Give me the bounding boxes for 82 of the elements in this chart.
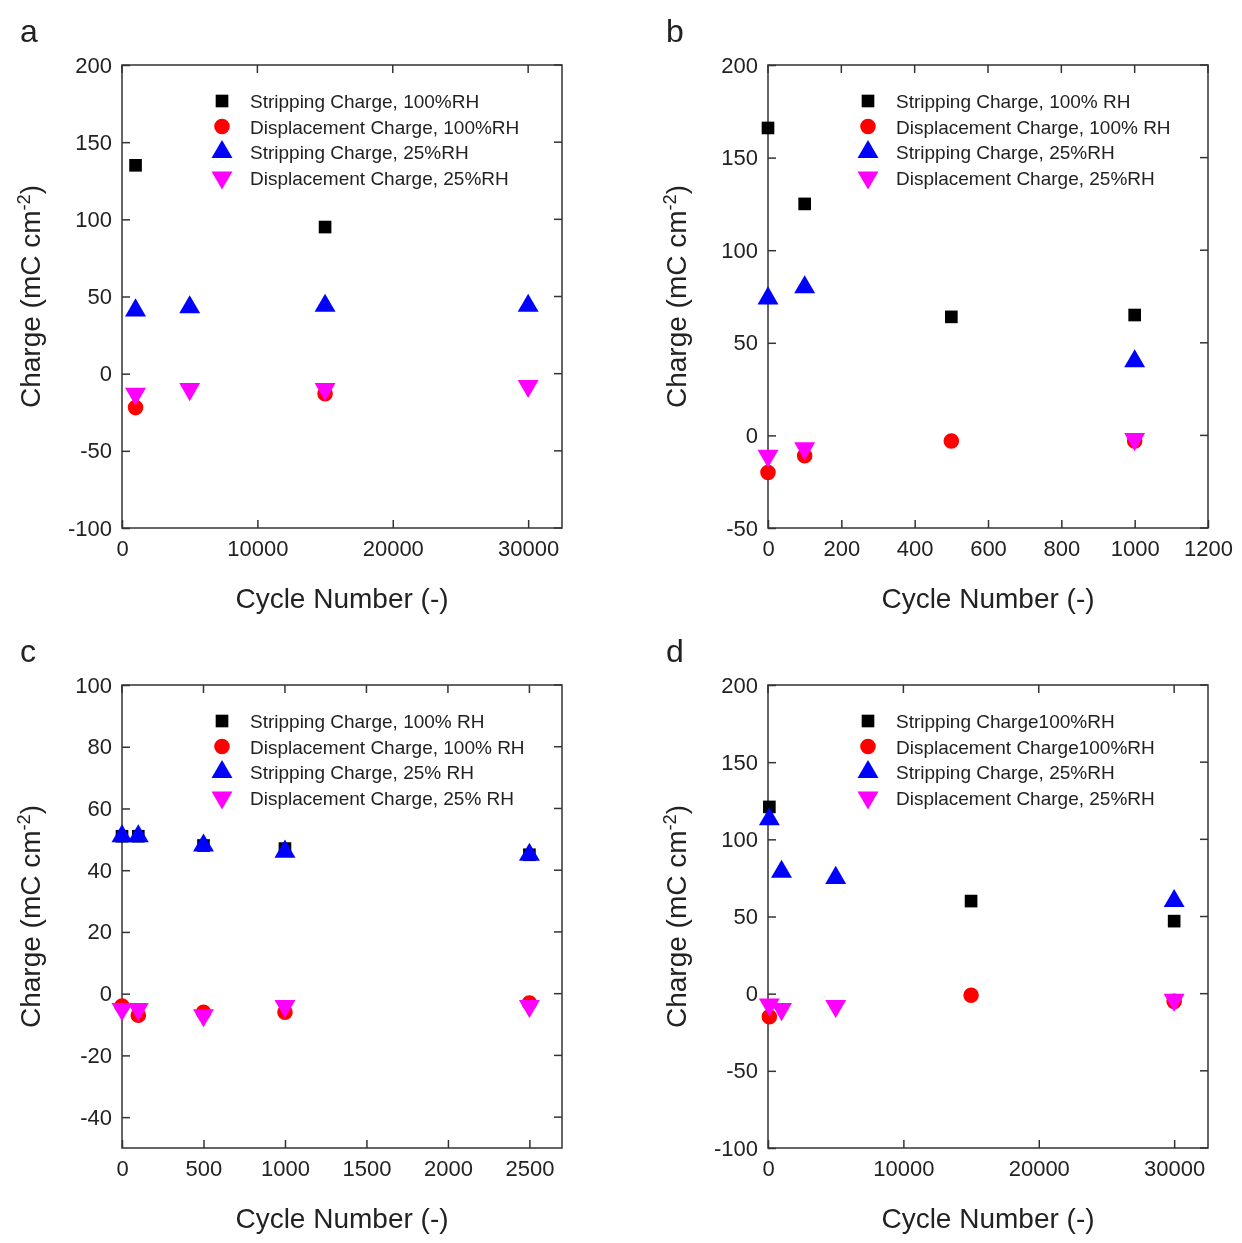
text: d: [666, 633, 684, 669]
legend-label: Stripping Charge, 25% RH: [250, 762, 474, 783]
x-tick-label: 20000: [1008, 1155, 1070, 1181]
legend-label: Displacement Charge, 25%RH: [896, 787, 1155, 809]
point: [193, 833, 214, 852]
x-tick-label: 1200: [1184, 535, 1233, 561]
x-tick-label: 30000: [498, 535, 560, 561]
x-tick-label: 0: [116, 535, 129, 561]
x-tick-label: 0: [762, 535, 775, 561]
legend-label: Displacement Charge100%RH: [896, 736, 1155, 758]
x-tick-label: 0: [116, 1155, 129, 1181]
x-tick-label: 10000: [227, 535, 289, 561]
legend-label: Stripping Charge, 25%RH: [250, 142, 469, 163]
legend-label: Stripping Charge, 25%RH: [896, 762, 1115, 783]
text: a: [20, 13, 38, 49]
legend-label: Stripping Charge, 100% RH: [896, 91, 1131, 112]
x-tick-label: 2000: [423, 1155, 473, 1181]
legend-label: Displacement Charge, 100%RH: [250, 116, 520, 138]
legend-label: Stripping Charge100%RH: [896, 711, 1115, 732]
y-tick-label: -100: [713, 1135, 758, 1161]
y-tick-label: -50: [726, 1058, 758, 1084]
x-tick-label: 30000: [1144, 1155, 1206, 1181]
legend-label: Stripping Charge, 100% RH: [250, 711, 485, 732]
y-tick-label: 200: [721, 52, 758, 78]
legend-label: Stripping Charge, 100%RH: [250, 91, 480, 112]
y-tick-label: 150: [75, 129, 112, 155]
text: b: [666, 13, 684, 49]
x-tick-label: 1500: [342, 1155, 392, 1181]
x-axis-title: Cycle Number (-): [881, 583, 1095, 614]
text: c: [20, 633, 36, 669]
y-tick-label: 100: [721, 237, 758, 263]
x-tick-label: 800: [1043, 535, 1081, 561]
y-tick-label: 200: [721, 672, 758, 698]
y-tick-label: 60: [87, 796, 112, 822]
point: [127, 824, 149, 843]
legend-label: Displacement Charge, 25% RH: [250, 787, 515, 809]
y-tick-label: -50: [80, 438, 112, 464]
legend-label: Displacement Charge, 25%RH: [896, 167, 1155, 189]
x-tick-label: 200: [823, 535, 861, 561]
y-tick-label: 50: [87, 284, 112, 310]
y-tick-label: -50: [726, 515, 758, 541]
x-tick-label: 500: [185, 1155, 223, 1181]
legend-label: Displacement Charge, 100% RH: [896, 116, 1171, 138]
y-tick-label: 150: [721, 145, 758, 171]
x-tick-label: 400: [896, 535, 934, 561]
x-tick-label: 600: [970, 535, 1007, 561]
legend-label: Stripping Charge, 25%RH: [896, 142, 1115, 163]
y-tick-label: 40: [87, 857, 112, 883]
y-tick-label: 200: [75, 52, 112, 78]
y-tick-label: 100: [75, 672, 112, 698]
y-tick-label: 80: [87, 734, 112, 760]
y-tick-label: 20: [87, 919, 112, 945]
point: [111, 1003, 133, 1022]
y-tick-label: -100: [67, 515, 112, 541]
y-tick-label: -20: [80, 1042, 112, 1068]
y-tick-label: 0: [745, 422, 758, 448]
y-tick-label: 0: [99, 981, 112, 1007]
x-tick-label: 0: [762, 1155, 775, 1181]
point: [111, 824, 133, 843]
y-tick-label: 0: [99, 361, 112, 387]
x-tick-label: 20000: [362, 535, 424, 561]
y-tick-label: 100: [721, 826, 758, 852]
legend-label: Displacement Charge, 25%RH: [250, 167, 509, 189]
y-tick-label: 50: [733, 904, 758, 930]
y-tick-label: 50: [733, 330, 758, 356]
x-tick-label: 10000: [873, 1155, 935, 1181]
y-tick-label: 100: [75, 206, 112, 232]
point: [274, 999, 296, 1019]
x-axis-title: Cycle Number (-): [235, 1203, 449, 1234]
y-tick-label: -40: [80, 1104, 112, 1130]
legend-label: Displacement Charge, 100% RH: [250, 736, 525, 758]
x-tick-label: 1000: [260, 1155, 310, 1181]
point: [518, 999, 540, 1019]
y-tick-label: 150: [721, 749, 758, 775]
x-tick-label: 2500: [505, 1155, 555, 1181]
x-axis-title: Cycle Number (-): [235, 583, 449, 614]
point: [274, 839, 296, 858]
x-tick-label: 1000: [1110, 535, 1160, 561]
point: [193, 1009, 214, 1028]
point: [127, 1003, 149, 1022]
x-axis-title: Cycle Number (-): [881, 1203, 1095, 1234]
y-tick-label: 0: [745, 981, 758, 1007]
